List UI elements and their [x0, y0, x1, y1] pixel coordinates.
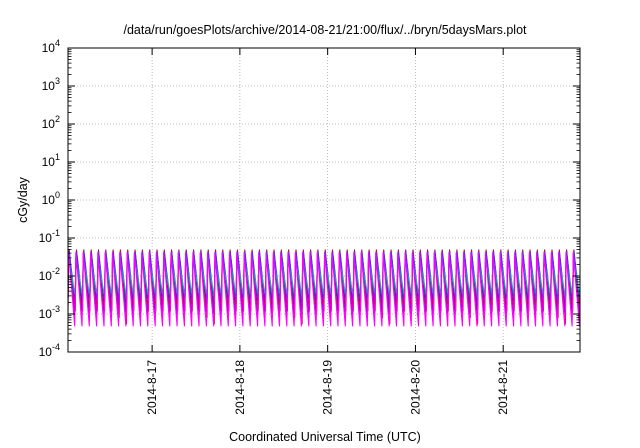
- chart-title: /data/run/goesPlots/archive/2014-08-21/2…: [123, 23, 527, 37]
- x-tick-label: 2014-8-17: [145, 360, 159, 415]
- y-tick-exponent: 0: [55, 190, 60, 200]
- x-tick-label: 2014-8-18: [233, 360, 247, 415]
- y-tick-exponent: 3: [55, 76, 60, 86]
- y-tick-label: 100: [42, 190, 60, 207]
- y-tick-label: 104: [42, 38, 60, 55]
- y-tick-label: 10-2: [39, 266, 60, 283]
- y-tick-label: 102: [42, 114, 60, 131]
- x-tick-label: 2014-8-21: [496, 360, 510, 415]
- y-tick-label: 10-1: [39, 228, 60, 245]
- y-tick-exponent: 2: [55, 114, 60, 124]
- x-tick-label: 2014-8-19: [321, 360, 335, 415]
- y-tick-exponent: -1: [52, 228, 60, 238]
- y-tick-label: 10-4: [39, 342, 60, 359]
- y-tick-exponent: -4: [52, 342, 60, 352]
- series-line: [67, 251, 581, 327]
- y-tick-exponent: 1: [55, 152, 60, 162]
- y-tick-label: 10-3: [39, 304, 60, 321]
- x-axis: 2014-8-17 2014-8-18 2014-8-19 2014-8-20 2014…: [145, 48, 510, 415]
- y-tick-label: 103: [42, 76, 60, 93]
- y-tick-exponent: -3: [52, 304, 60, 314]
- y-tick-label: 101: [42, 152, 60, 169]
- series-group: [67, 249, 581, 327]
- x-tick-label: 2014-8-20: [408, 360, 422, 415]
- x-axis-label: Coordinated Universal Time (UTC): [229, 430, 421, 444]
- y-tick-exponent: 4: [55, 38, 60, 48]
- y-tick-exponent: -2: [52, 266, 60, 276]
- y-axis-label: cGy/day: [16, 176, 30, 223]
